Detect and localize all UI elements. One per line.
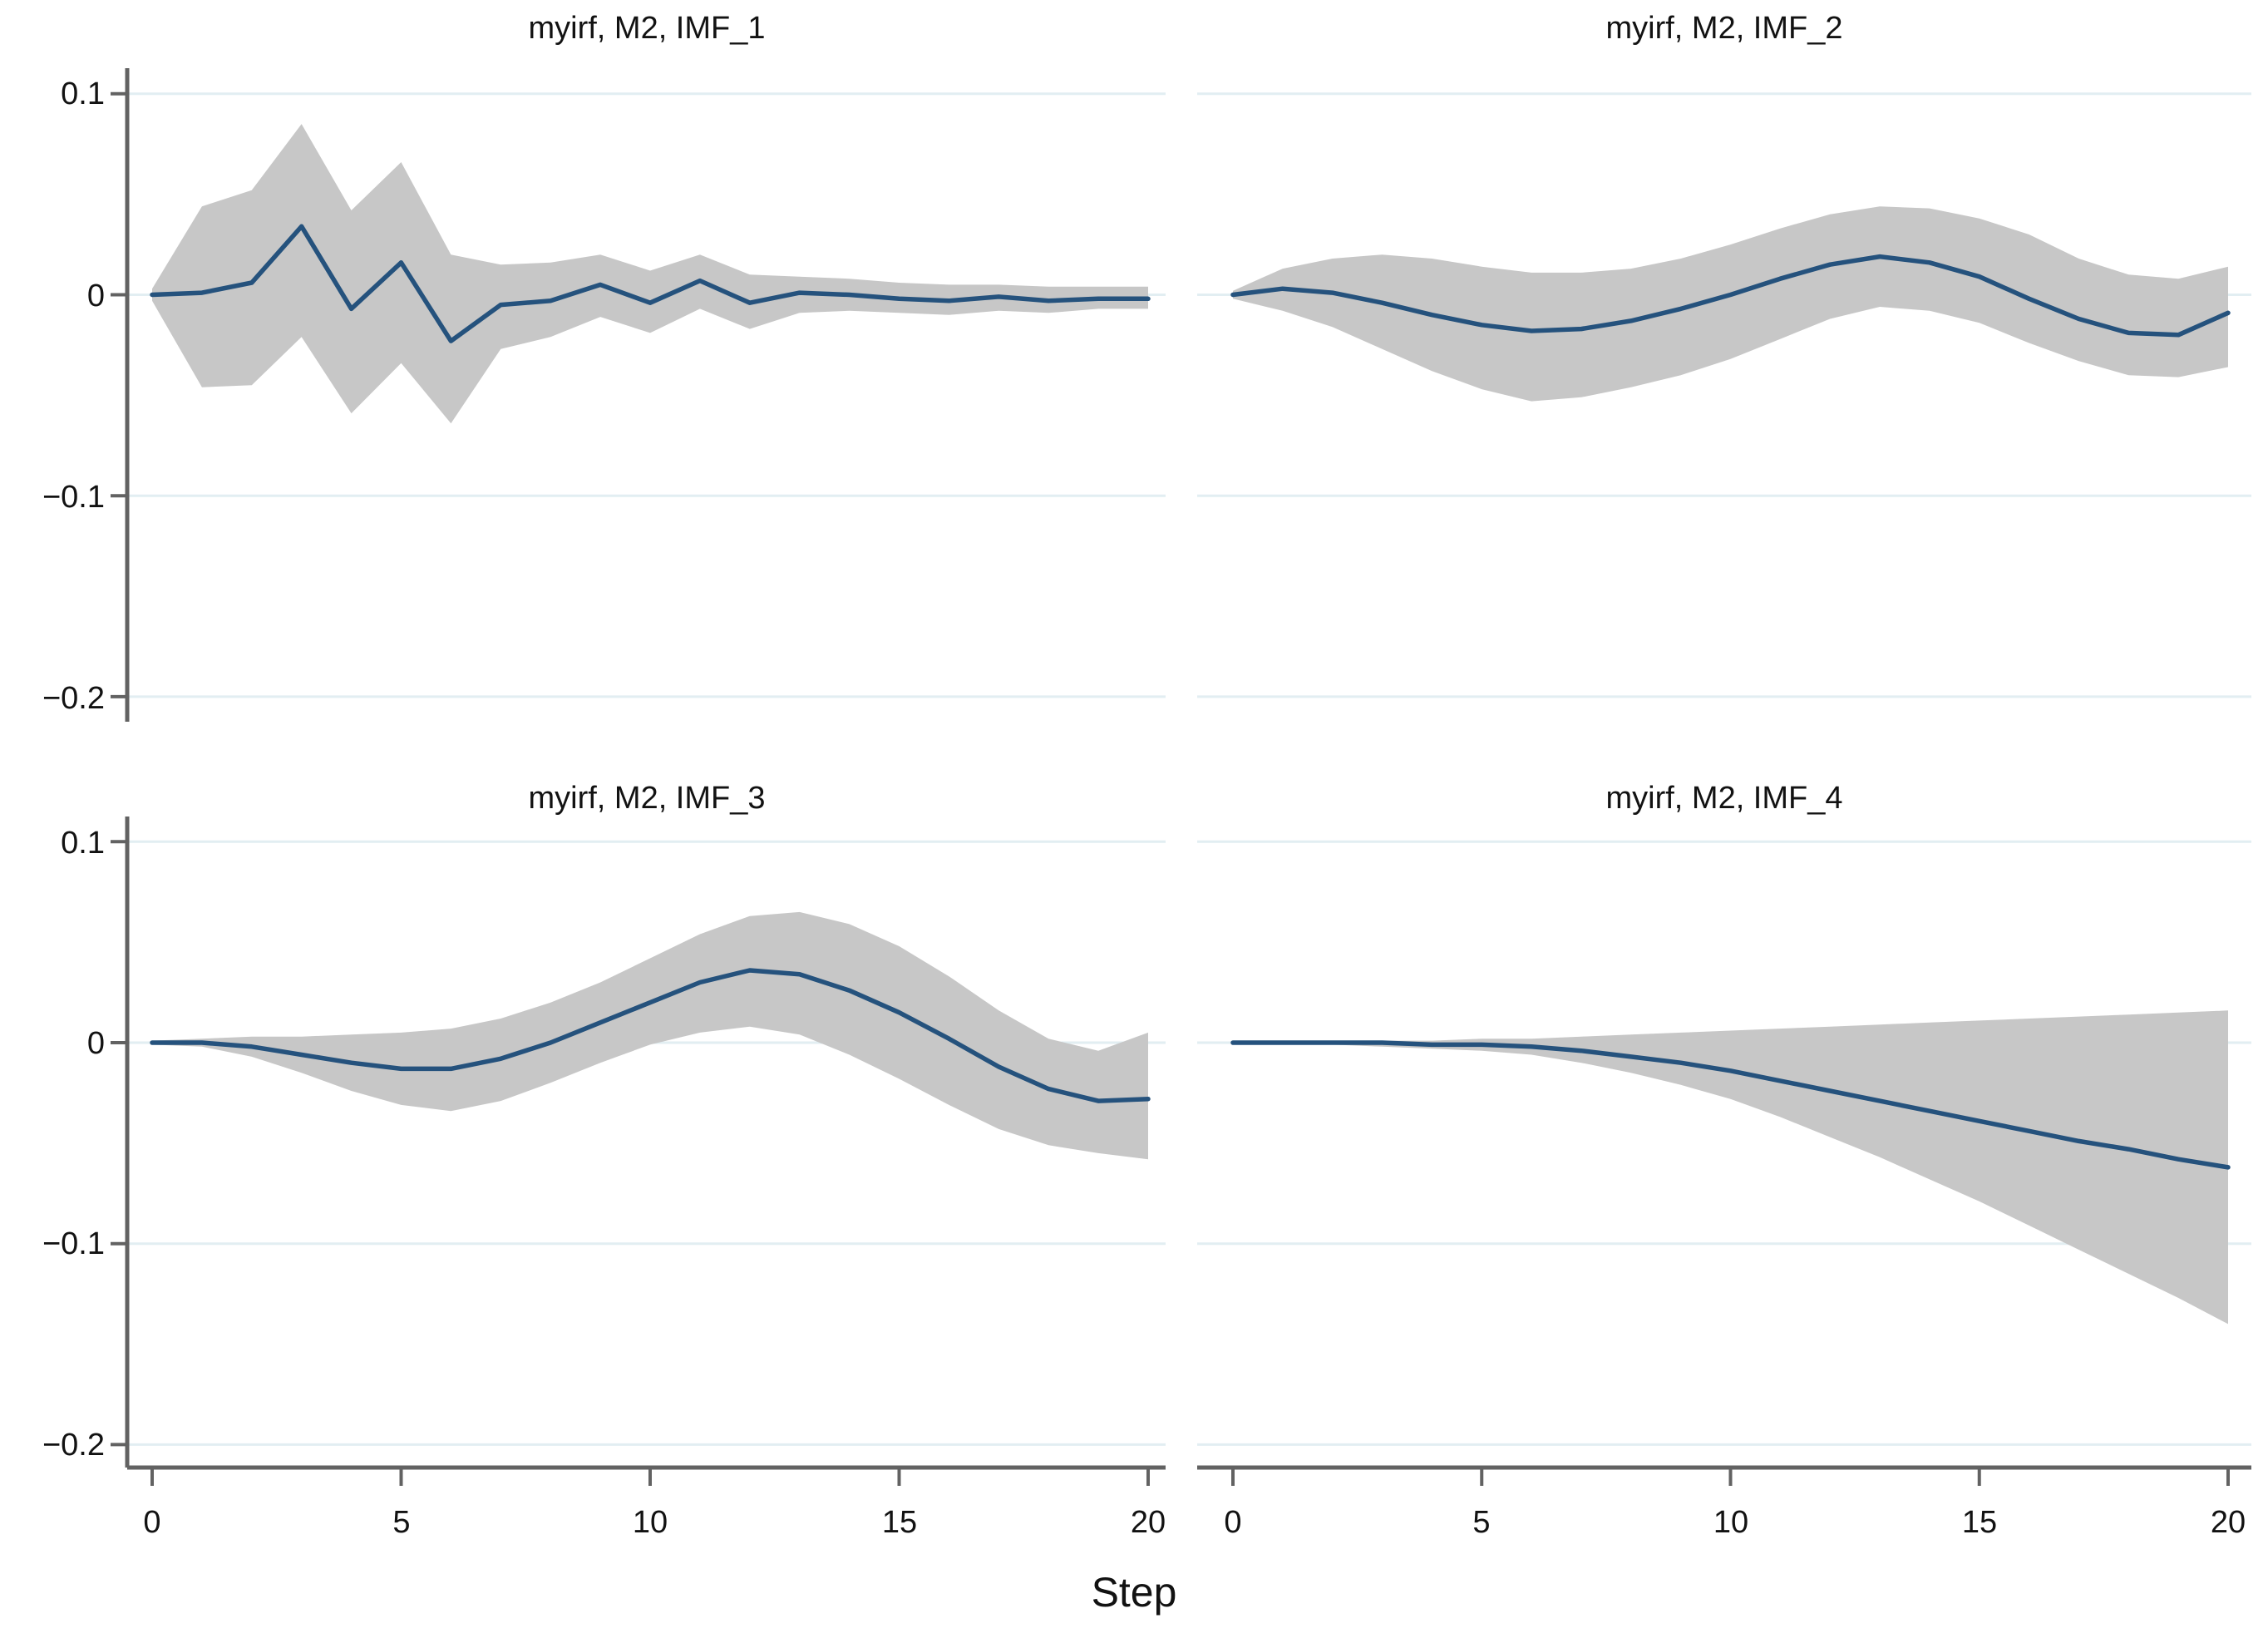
- ci-band-1: [152, 124, 1148, 424]
- ci-band-2: [1233, 206, 2228, 402]
- plots-layer: [111, 68, 2251, 1486]
- panel-title-imf2: myirf, M2, IMF_2: [1605, 11, 1842, 46]
- x-tick-label: 0: [1224, 1505, 1241, 1540]
- y-tick-label: −0.1: [42, 1226, 105, 1261]
- x-tick-label: 0: [143, 1505, 160, 1540]
- x-tick-label: 5: [392, 1505, 410, 1540]
- panel-title-imf1: myirf, M2, IMF_1: [528, 11, 765, 46]
- panel-4: [1197, 840, 2251, 1486]
- panel-1: [111, 68, 1166, 722]
- panel-title-imf3: myirf, M2, IMF_3: [528, 781, 765, 816]
- y-axis-labels-bottom-row: 0.1 0 −0.1 −0.2: [42, 826, 105, 1463]
- ci-band-4: [1233, 1010, 2228, 1325]
- y-tick-label: 0: [87, 1026, 105, 1061]
- panel-3: [111, 817, 1166, 1486]
- y-tick-label: 0: [87, 279, 105, 313]
- panel-2: [1197, 92, 2251, 698]
- y-tick-label: −0.2: [42, 681, 105, 716]
- irf-line-3: [150, 968, 1151, 1103]
- x-axis-title: Step: [1092, 1569, 1177, 1616]
- x-tick-label: 15: [882, 1505, 917, 1540]
- ci-band-3: [152, 911, 1148, 1160]
- y-tick-label: 0.1: [61, 826, 105, 861]
- x-tick-label: 10: [633, 1505, 668, 1540]
- x-tick-label: 15: [1962, 1505, 1997, 1540]
- panel-title-imf4: myirf, M2, IMF_4: [1605, 781, 1842, 816]
- irf-line-1: [150, 224, 1151, 343]
- x-axis-labels-right-panel: 0 5 10 15 20: [1224, 1505, 2246, 1540]
- y-tick-label: 0.1: [61, 76, 105, 111]
- x-tick-label: 10: [1713, 1505, 1748, 1540]
- x-tick-label: 20: [2211, 1505, 2246, 1540]
- irf-line-4: [1230, 1040, 2231, 1170]
- y-tick-label: −0.2: [42, 1428, 105, 1463]
- irf-line-2: [1230, 254, 2231, 338]
- x-tick-label: 5: [1472, 1505, 1490, 1540]
- y-tick-label: −0.1: [42, 480, 105, 515]
- panel-titles: myirf, M2, IMF_1 myirf, M2, IMF_2 myirf,…: [528, 11, 1842, 816]
- y-axis-labels-top-row: 0.1 0 −0.1 −0.2: [42, 76, 105, 716]
- x-axis-labels-left-panel: 0 5 10 15 20: [143, 1505, 1166, 1540]
- x-tick-label: 20: [1131, 1505, 1166, 1540]
